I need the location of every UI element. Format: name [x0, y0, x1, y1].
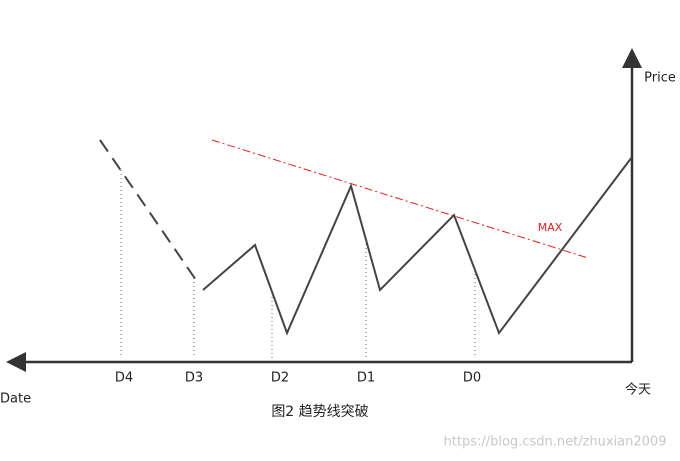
date-label: D0	[463, 371, 481, 386]
past-trend	[99, 139, 197, 281]
trendline	[211, 139, 589, 259]
today-label: 今天	[625, 382, 651, 398]
date-label: D4	[115, 371, 133, 386]
y-axis-label: Price	[644, 71, 676, 86]
trendline-label: MAX	[538, 221, 563, 234]
date-label: D2	[271, 371, 289, 386]
watermark: https://blog.csdn.net/zhuxian2009	[444, 435, 667, 450]
date-label: D3	[185, 371, 203, 386]
date-label: D1	[357, 371, 375, 386]
date-guides	[120, 170, 476, 358]
x-axis-label: Date	[0, 392, 31, 407]
caption: 图2 趋势线突破	[271, 404, 368, 420]
price-line	[202, 156, 633, 336]
